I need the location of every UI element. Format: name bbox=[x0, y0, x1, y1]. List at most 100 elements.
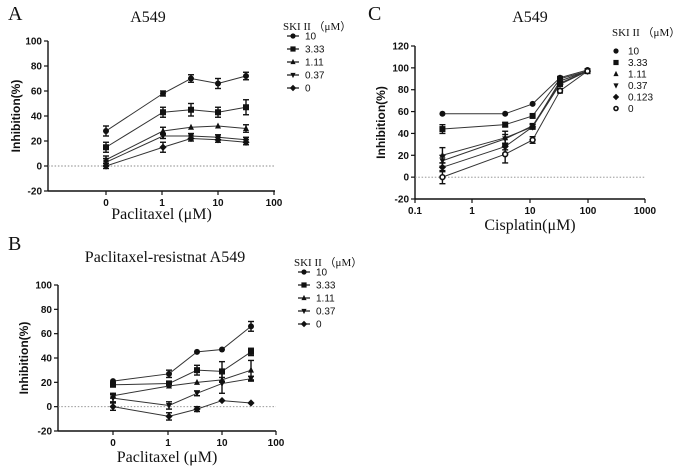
series-line bbox=[442, 70, 588, 156]
legend-item: 0 bbox=[287, 84, 311, 95]
data-point bbox=[439, 126, 446, 133]
x-tick-label: 1 bbox=[159, 198, 165, 209]
data-point bbox=[529, 123, 537, 131]
y-tick-label: 60 bbox=[31, 87, 43, 98]
panel-letter: A bbox=[8, 3, 23, 25]
chart-title: Paclitaxel-resistnat A549 bbox=[85, 249, 245, 266]
data-point bbox=[187, 134, 195, 143]
y-tick-label: 0 bbox=[46, 402, 52, 413]
x-tick-label: 10 bbox=[524, 206, 536, 217]
legend-marker bbox=[612, 93, 620, 101]
y-tick-label: -20 bbox=[28, 187, 43, 198]
y-tick-label: 120 bbox=[392, 42, 409, 53]
legend-item: 0 bbox=[613, 104, 634, 115]
legend-label: 3.33 bbox=[316, 281, 336, 292]
legend-item: 1.11 bbox=[613, 70, 647, 81]
data-point bbox=[242, 138, 250, 146]
legend-label: 10 bbox=[316, 268, 328, 279]
legend-label: 1.11 bbox=[305, 58, 324, 69]
data-point bbox=[218, 396, 226, 405]
legend-label: 0 bbox=[628, 104, 634, 115]
legend-title: SKI II （μM） bbox=[294, 256, 362, 269]
series-line bbox=[442, 70, 588, 162]
legend-label: 3.33 bbox=[305, 45, 325, 56]
series-line bbox=[442, 70, 588, 178]
y-tick-label: 80 bbox=[398, 85, 410, 96]
series-10 bbox=[439, 67, 591, 117]
legend-marker bbox=[300, 320, 308, 328]
series-1.11 bbox=[103, 122, 249, 165]
data-point bbox=[159, 143, 167, 151]
data-point bbox=[248, 348, 254, 355]
data-point bbox=[438, 163, 447, 171]
y-tick-label: 20 bbox=[398, 151, 410, 162]
data-point bbox=[165, 412, 173, 420]
y-tick-label: -20 bbox=[395, 195, 410, 206]
data-point bbox=[215, 109, 221, 116]
series-0 bbox=[439, 67, 591, 185]
legend-label: 0.37 bbox=[628, 81, 648, 92]
legend-marker bbox=[290, 46, 296, 52]
series-line bbox=[105, 106, 247, 148]
data-point bbox=[219, 346, 225, 353]
legend-marker bbox=[301, 294, 307, 301]
legend: SKI II （μM）10 3.33 1.11 0.37 0 bbox=[283, 20, 351, 95]
legend-item: 3.33 bbox=[613, 58, 648, 69]
data-point bbox=[439, 173, 446, 181]
data-point bbox=[248, 323, 254, 330]
y-tick-label: 0 bbox=[36, 162, 42, 173]
series-0 bbox=[109, 396, 255, 421]
legend-item: 0.37 bbox=[298, 307, 336, 318]
legend-item: 1.11 bbox=[287, 58, 324, 69]
y-tick-label: -20 bbox=[38, 427, 53, 438]
data-point bbox=[502, 121, 509, 128]
x-tick-label: 10 bbox=[212, 198, 224, 209]
legend-label: 0.37 bbox=[305, 71, 325, 82]
data-point bbox=[584, 67, 591, 75]
data-point bbox=[194, 390, 200, 397]
data-point bbox=[110, 381, 116, 388]
y-tick-label: 40 bbox=[41, 354, 53, 365]
legend-item: 3.33 bbox=[287, 45, 325, 56]
legend-item: 1.11 bbox=[298, 294, 335, 305]
series-1.11 bbox=[110, 359, 254, 399]
legend-marker bbox=[301, 282, 307, 288]
x-tick-label: 100 bbox=[268, 438, 285, 449]
y-tick-label: 40 bbox=[31, 112, 43, 123]
data-point bbox=[502, 136, 509, 143]
legend-label: 0 bbox=[316, 320, 322, 331]
data-point bbox=[556, 80, 564, 88]
y-tick-label: 80 bbox=[31, 62, 43, 73]
series-0.37 bbox=[439, 68, 591, 167]
data-point bbox=[243, 73, 249, 79]
chart-title: A549 bbox=[130, 9, 166, 26]
x-axis-label: Paclitaxel (μM) bbox=[117, 449, 218, 466]
x-tick-label: 10 bbox=[216, 438, 228, 449]
x-tick-label: 100 bbox=[266, 198, 283, 209]
data-point bbox=[110, 395, 116, 402]
x-tick-label: 0.1 bbox=[408, 206, 422, 217]
legend-marker bbox=[301, 269, 307, 275]
chart-title: A549 bbox=[512, 9, 548, 26]
data-point bbox=[502, 110, 509, 117]
panel-letter: B bbox=[8, 233, 21, 255]
legend-marker bbox=[290, 33, 296, 39]
x-tick-label: 1000 bbox=[634, 206, 657, 217]
legend-item: 0.37 bbox=[287, 71, 325, 82]
data-point bbox=[188, 123, 194, 130]
x-tick-label: 100 bbox=[580, 206, 597, 217]
series-line bbox=[442, 69, 588, 115]
data-point bbox=[103, 144, 109, 151]
legend-marker bbox=[290, 58, 296, 65]
data-point bbox=[243, 104, 249, 111]
y-tick-label: 100 bbox=[35, 281, 52, 292]
legend-label: 0.37 bbox=[316, 307, 336, 318]
legend: SKI II （μM）10 3.33 1.11 0.37 0 bbox=[294, 256, 362, 331]
data-point bbox=[160, 109, 166, 116]
legend-marker bbox=[289, 84, 297, 92]
legend-label: 0 bbox=[305, 84, 311, 95]
y-tick-label: 0 bbox=[403, 173, 409, 184]
